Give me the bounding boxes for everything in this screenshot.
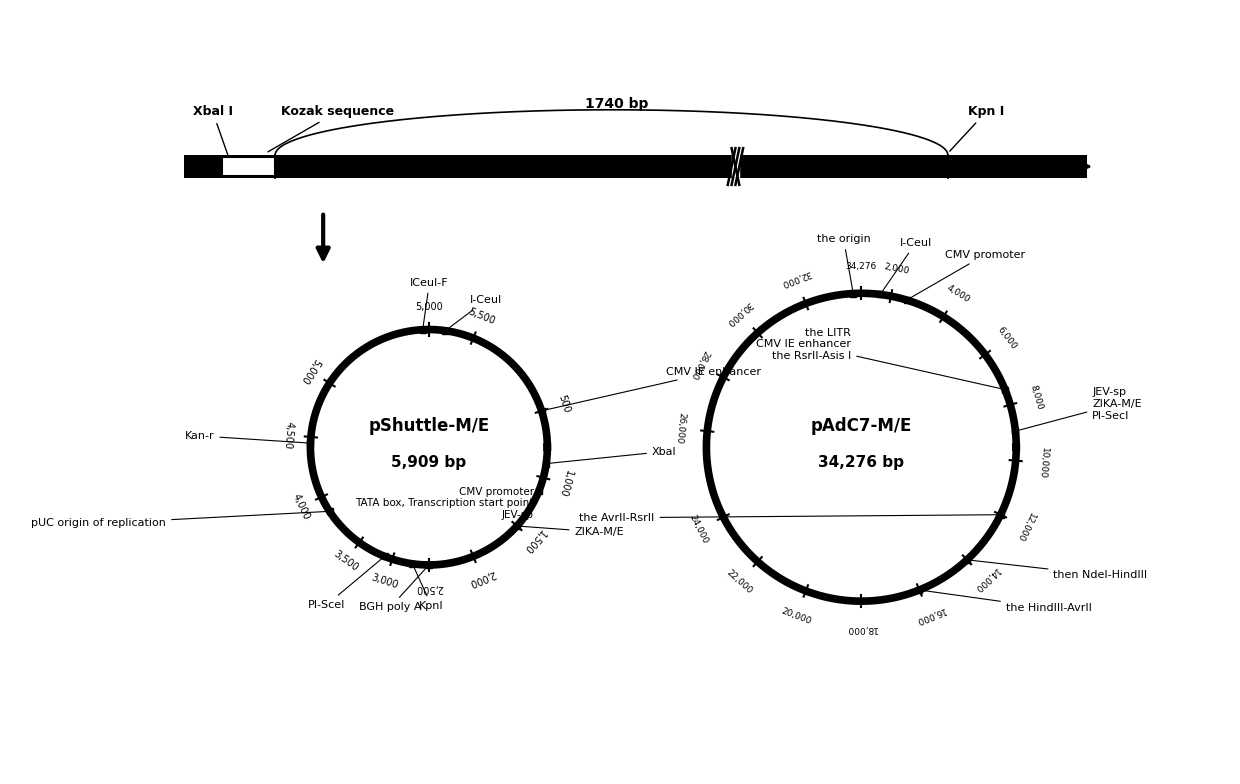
Text: Xbal: Xbal [549,447,677,463]
Text: 5,000: 5,000 [415,302,443,311]
Text: Kozak sequence: Kozak sequence [268,105,394,152]
Text: 6,000: 6,000 [996,325,1018,351]
Text: JEV-sp
ZIKA-M/E
PI-SecI: JEV-sp ZIKA-M/E PI-SecI [1018,387,1142,430]
Text: 34,276 bp: 34,276 bp [818,455,904,470]
Text: pUC origin of replication: pUC origin of replication [31,511,327,528]
Text: 5,500: 5,500 [467,307,497,327]
Text: 1,500: 1,500 [521,528,547,555]
Text: 5,909 bp: 5,909 bp [392,455,466,470]
Text: 20,000: 20,000 [780,607,812,626]
FancyBboxPatch shape [184,155,1087,178]
Text: 26,000: 26,000 [673,412,686,445]
Text: Kan-r: Kan-r [185,431,308,443]
Text: ZIKA-M/E: ZIKA-M/E [520,526,624,537]
Text: 4,000: 4,000 [945,283,971,304]
Text: PI-SceI: PI-SceI [309,558,382,610]
Text: 4,500: 4,500 [281,421,294,449]
Text: pAdC7-M/E: pAdC7-M/E [811,417,913,435]
Text: pShuttle-M/E: pShuttle-M/E [368,417,490,435]
Text: 1,000: 1,000 [557,469,574,499]
Text: 32,000: 32,000 [780,268,812,288]
Text: 2,500: 2,500 [415,583,443,593]
Text: 8,000: 8,000 [1029,383,1044,411]
Text: 5,000: 5,000 [299,356,322,385]
FancyBboxPatch shape [222,157,275,176]
Text: 1740 bp: 1740 bp [584,97,649,111]
Text: 34,276: 34,276 [846,262,877,270]
Text: 3,000: 3,000 [371,572,399,590]
Text: CMV promoter
TATA box, Transcription start point
JEV-sp: CMV promoter TATA box, Transcription sta… [356,487,538,520]
Text: 18,000: 18,000 [846,624,877,633]
Text: Kpn I: Kpn I [950,105,1004,151]
Text: BGH poly A: BGH poly A [360,567,427,612]
Text: 2,000: 2,000 [883,263,910,276]
Text: 2,000: 2,000 [467,568,497,587]
Text: CMV promoter: CMV promoter [909,250,1025,299]
Text: 22,000: 22,000 [724,568,754,596]
Text: KpnI: KpnI [414,566,444,611]
Text: 30,000: 30,000 [724,299,754,326]
Text: 12,000: 12,000 [1014,510,1037,543]
Text: 3,500: 3,500 [331,549,360,573]
Text: 10,000: 10,000 [1037,447,1049,479]
Text: CMV IE enhancer: CMV IE enhancer [544,367,761,410]
Text: ICeuI-F: ICeuI-F [410,278,449,327]
Text: 24,000: 24,000 [688,514,711,546]
Text: 500: 500 [556,394,572,414]
Text: 28,000: 28,000 [688,349,711,381]
Text: the HindIII-AvrII: the HindIII-AvrII [923,590,1091,613]
Text: I-CeuI: I-CeuI [448,296,502,329]
Text: 4,000: 4,000 [290,492,311,521]
Text: 16,000: 16,000 [914,605,946,625]
Text: 14,000: 14,000 [971,566,1001,593]
Text: Xbal I: Xbal I [192,105,233,164]
Text: the AvrII-RsrII: the AvrII-RsrII [579,513,998,523]
Text: I-CeuI: I-CeuI [882,238,931,292]
Text: the origin: the origin [817,234,870,291]
Text: the LITR
CMV IE enhancer
the RsrII-Asis I: the LITR CMV IE enhancer the RsrII-Asis … [756,328,1002,389]
Text: then NdeI-HindIII: then NdeI-HindIII [970,560,1147,580]
